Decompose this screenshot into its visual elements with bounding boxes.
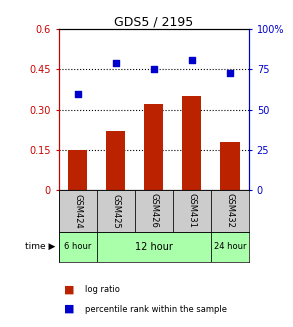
Title: GDS5 / 2195: GDS5 / 2195 bbox=[114, 15, 193, 28]
Bar bbox=[182, 96, 201, 190]
Point bbox=[228, 70, 232, 75]
Text: time ▶: time ▶ bbox=[25, 242, 56, 251]
Bar bbox=[211, 190, 249, 232]
Bar bbox=[144, 104, 163, 190]
Text: ■: ■ bbox=[64, 304, 75, 314]
Text: ■: ■ bbox=[64, 284, 75, 294]
Bar bbox=[59, 190, 97, 232]
Text: log ratio: log ratio bbox=[85, 285, 120, 294]
Text: GSM431: GSM431 bbox=[188, 194, 196, 228]
Point bbox=[113, 60, 118, 66]
Text: percentile rank within the sample: percentile rank within the sample bbox=[85, 304, 227, 314]
Bar bbox=[97, 190, 135, 232]
Text: GSM425: GSM425 bbox=[111, 194, 120, 228]
Text: GSM426: GSM426 bbox=[149, 194, 158, 228]
Text: GSM424: GSM424 bbox=[73, 194, 82, 228]
Point bbox=[75, 91, 80, 96]
Bar bbox=[97, 232, 211, 262]
Bar bbox=[173, 190, 211, 232]
Point bbox=[190, 57, 194, 62]
Bar bbox=[135, 190, 173, 232]
Text: GSM432: GSM432 bbox=[226, 194, 234, 228]
Bar bbox=[68, 150, 87, 190]
Bar bbox=[211, 232, 249, 262]
Bar bbox=[59, 232, 97, 262]
Text: 12 hour: 12 hour bbox=[135, 242, 173, 252]
Text: 6 hour: 6 hour bbox=[64, 242, 91, 251]
Bar bbox=[106, 131, 125, 190]
Point bbox=[151, 67, 156, 72]
Bar bbox=[220, 142, 239, 190]
Text: 24 hour: 24 hour bbox=[214, 242, 246, 251]
